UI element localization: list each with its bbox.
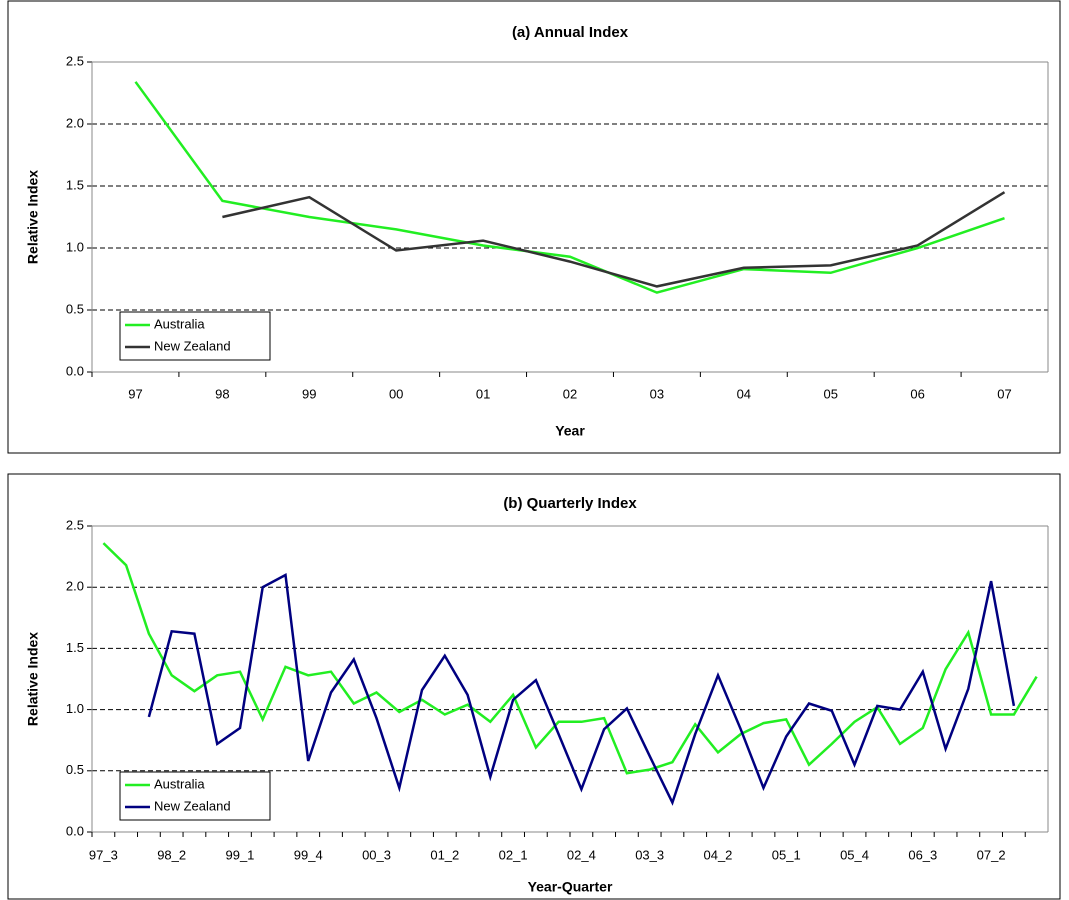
- y-tick-label: 1.0: [66, 701, 84, 716]
- x-tick-label: 04_2: [703, 847, 732, 862]
- y-tick-label: 2.0: [66, 579, 84, 594]
- x-tick-label: 05: [823, 386, 837, 401]
- x-tick-label: 00: [389, 386, 403, 401]
- x-tick-label: 04: [737, 386, 751, 401]
- x-tick-label: 98_2: [157, 847, 186, 862]
- x-tick-label: 02: [563, 386, 577, 401]
- legend-label: New Zealand: [154, 798, 231, 813]
- x-tick-label: 02_1: [499, 847, 528, 862]
- chart-title: (b) Quarterly Index: [503, 495, 637, 512]
- x-tick-label: 99_4: [294, 847, 323, 862]
- x-tick-label: 07: [997, 386, 1011, 401]
- x-tick-label: 01_2: [430, 847, 459, 862]
- series-line: [147, 573, 1016, 806]
- x-tick-label: 05_4: [840, 847, 869, 862]
- x-axis-title: Year: [555, 423, 585, 439]
- y-tick-label: 0.0: [66, 363, 84, 378]
- y-tick-label: 2.0: [66, 115, 84, 130]
- x-tick-label: 99: [302, 386, 316, 401]
- x-axis-title: Year-Quarter: [528, 879, 613, 895]
- series-line: [222, 191, 1006, 288]
- x-tick-label: 06_3: [908, 847, 937, 862]
- x-tick-label: 03: [650, 386, 664, 401]
- y-tick-label: 1.0: [66, 239, 84, 254]
- series-line: [102, 542, 1038, 775]
- x-tick-label: 03_3: [635, 847, 664, 862]
- x-tick-label: 05_1: [772, 847, 801, 862]
- y-tick-label: 0.5: [66, 301, 84, 316]
- x-tick-label: 01: [476, 386, 490, 401]
- y-axis-title: Relative Index: [25, 170, 41, 264]
- series-line: [134, 81, 1005, 294]
- chart-frame: [7, 0, 1061, 454]
- chart-frame: [7, 473, 1061, 900]
- x-tick-label: 00_3: [362, 847, 391, 862]
- y-tick-label: 1.5: [66, 177, 84, 192]
- legend-label: Australia: [154, 776, 205, 791]
- chart-title: (a) Annual Index: [512, 24, 629, 41]
- x-tick-label: 97_3: [89, 847, 118, 862]
- legend-label: New Zealand: [154, 338, 231, 353]
- x-tick-label: 98: [215, 386, 229, 401]
- y-tick-label: 0.0: [66, 823, 84, 838]
- x-tick-label: 07_2: [977, 847, 1006, 862]
- legend-label: Australia: [154, 316, 205, 331]
- y-tick-label: 1.5: [66, 640, 84, 655]
- x-tick-label: 97: [128, 386, 142, 401]
- legend-box: [119, 771, 271, 821]
- x-tick-label: 99_1: [225, 847, 254, 862]
- y-tick-label: 0.5: [66, 762, 84, 777]
- x-tick-label: 02_4: [567, 847, 596, 862]
- x-tick-label: 06: [910, 386, 924, 401]
- y-tick-label: 2.5: [66, 517, 84, 532]
- y-axis-title: Relative Index: [25, 632, 41, 726]
- legend-box: [119, 311, 271, 361]
- y-tick-label: 2.5: [66, 53, 84, 68]
